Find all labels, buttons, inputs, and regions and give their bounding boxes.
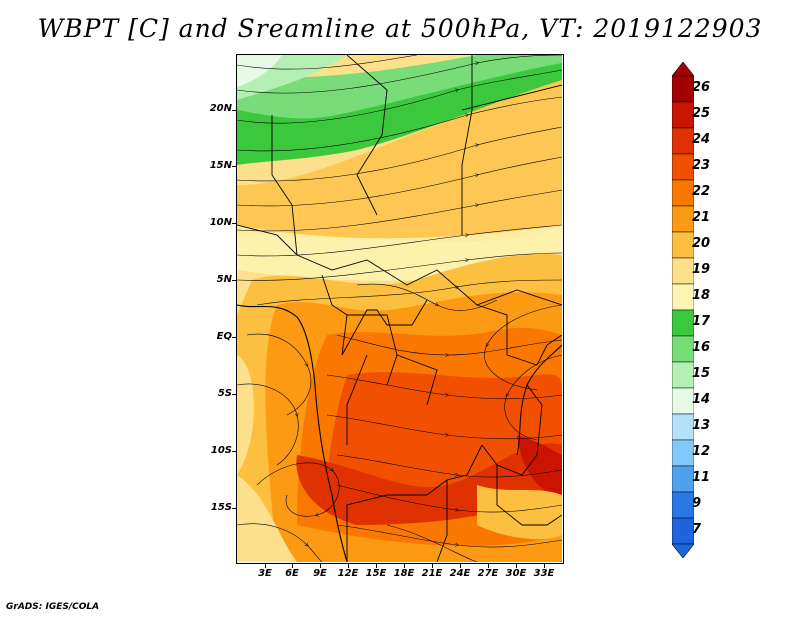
lon-label-9e: 9E — [313, 568, 327, 579]
colorbar-swatch — [672, 127, 694, 155]
band-19c — [237, 475, 297, 562]
country-borders — [237, 55, 563, 563]
colorbar-label: 21 — [692, 210, 711, 225]
colorbar-swatch — [672, 517, 694, 545]
lon-label-33e: 33E — [533, 568, 555, 579]
band-14 — [237, 55, 282, 87]
colorbar-label: 20 — [692, 236, 711, 251]
colorbar-label: 26 — [692, 80, 711, 95]
lat-label-10s: 10S — [210, 445, 232, 456]
lon-tick — [404, 564, 405, 568]
lat-tick — [232, 280, 236, 281]
lon-tick — [320, 564, 321, 568]
colorbar-label: 22 — [692, 184, 711, 199]
lon-label-24e: 24E — [449, 568, 471, 579]
colorbar-swatch — [672, 309, 694, 337]
band-20 — [237, 80, 562, 242]
colorbar — [672, 62, 694, 558]
colorbar-label: 11 — [692, 470, 711, 485]
lat-tick — [232, 451, 236, 452]
colorbar-segments — [672, 75, 694, 545]
colorbar-label: 15 — [692, 366, 711, 381]
lon-tick — [488, 564, 489, 568]
colorbar-swatch — [672, 179, 694, 207]
colorbar-swatch — [672, 491, 694, 519]
colorbar-label: 25 — [692, 106, 711, 121]
lon-tick — [348, 564, 349, 568]
colorbar-label: 18 — [692, 288, 711, 303]
credit-text: GrADS: IGES/COLA — [6, 602, 100, 612]
lat-label-15n: 15N — [209, 160, 232, 171]
colorbar-swatch — [672, 231, 694, 259]
streamlines — [237, 55, 563, 563]
colorbar-top-arrow — [672, 62, 694, 77]
colorbar-swatch — [672, 257, 694, 285]
colorbar-label: 14 — [692, 392, 711, 407]
lon-label-30e: 30E — [505, 568, 527, 579]
lat-label-eq: EQ — [216, 331, 232, 342]
colorbar-label: 17 — [692, 314, 711, 329]
lat-tick — [232, 508, 236, 509]
band-25 — [517, 435, 562, 495]
colorbar-swatch — [672, 413, 694, 441]
colorbar-label: 13 — [692, 418, 711, 433]
colorbar-label: 12 — [692, 444, 711, 459]
map-field — [237, 55, 563, 563]
colorbar-swatch — [672, 283, 694, 311]
lat-label-5n: 5N — [216, 274, 232, 285]
lat-label-10n: 10N — [209, 217, 232, 228]
band-16 — [237, 55, 562, 119]
colorbar-bottom-arrow — [672, 543, 694, 558]
coastline — [237, 304, 348, 563]
colorbar-swatch — [672, 101, 694, 129]
lat-label-20n: 20N — [209, 103, 232, 114]
colorbar-swatch — [672, 465, 694, 493]
colorbar-swatch — [672, 335, 694, 363]
colorbar-swatch — [672, 439, 694, 467]
lon-label-21e: 21E — [421, 568, 443, 579]
lat-tick — [232, 166, 236, 167]
lon-label-12e: 12E — [337, 568, 359, 579]
colorbar-swatch — [672, 205, 694, 233]
lon-tick — [516, 564, 517, 568]
lon-label-6e: 6E — [285, 568, 299, 579]
lon-tick — [432, 564, 433, 568]
colorbar-label: 23 — [692, 158, 711, 173]
colorbar-label: 19 — [692, 262, 711, 277]
lat-tick — [232, 337, 236, 338]
colorbar-swatch — [672, 361, 694, 389]
lat-label-15s: 15S — [210, 502, 232, 513]
band-19b — [237, 355, 254, 475]
lon-label-15e: 15E — [365, 568, 387, 579]
lon-tick — [544, 564, 545, 568]
colorbar-label: 16 — [692, 340, 711, 355]
lon-tick — [292, 564, 293, 568]
lon-label-27e: 27E — [477, 568, 499, 579]
lon-tick — [376, 564, 377, 568]
map-plot — [236, 54, 564, 564]
colorbar-label: 9 — [692, 496, 702, 511]
lat-tick — [232, 223, 236, 224]
colorbar-swatch — [672, 153, 694, 181]
lat-tick — [232, 394, 236, 395]
colorbar-swatch — [672, 387, 694, 415]
lon-label-18e: 18E — [393, 568, 415, 579]
lat-label-5s: 5S — [217, 388, 232, 399]
lon-tick — [265, 564, 266, 568]
colorbar-swatch — [672, 75, 694, 103]
colorbar-label: 24 — [692, 132, 711, 147]
band-20c — [477, 485, 562, 540]
east-coast — [516, 344, 563, 456]
chart-title: WBPT [C] and Sreamline at 500hPa, VT: 20… — [37, 14, 763, 43]
lon-label-3e: 3E — [258, 568, 272, 579]
colorbar-label: 7 — [692, 522, 702, 537]
lat-tick — [232, 110, 236, 111]
band-17 — [237, 55, 562, 165]
lon-tick — [460, 564, 461, 568]
